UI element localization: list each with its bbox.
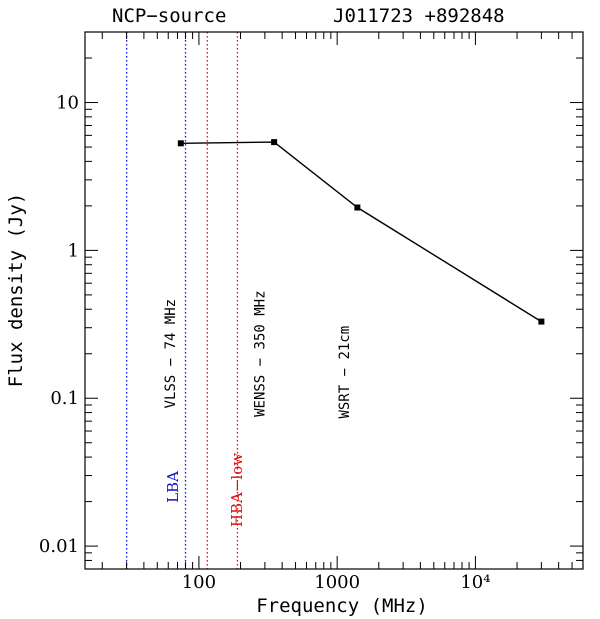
x-axis-label: Frequency (MHz)	[256, 595, 428, 617]
annotation-label: VLSS − 74 MHz	[163, 299, 179, 409]
plot-frame	[84, 31, 584, 570]
data-point	[177, 140, 184, 147]
x-tick-label: 10⁴	[460, 572, 490, 593]
data-point	[271, 139, 278, 146]
data-series	[177, 139, 545, 325]
annotation-label: WENSS − 350 MHz	[253, 290, 269, 416]
y-tick-label: 1	[68, 240, 79, 261]
y-tick-label: 0.01	[39, 536, 79, 557]
data-point	[538, 318, 545, 325]
frequency-bands: LBA HBA−low	[125, 32, 246, 569]
y-axis-label: Flux density (Jy)	[5, 193, 27, 387]
chart-title-coordinates: J011723 +892848	[333, 5, 505, 27]
axis-ticks: 100 1000 10⁴ 0.01 0.1 1 10	[39, 31, 584, 593]
band-label-lba: LBA	[164, 471, 182, 503]
x-tick-label: 1000	[314, 572, 360, 593]
chart-title-source: NCP−source	[112, 5, 226, 27]
annotation-label: WSRT − 21cm	[337, 326, 353, 419]
band-label-hba-low: HBA−low	[228, 453, 246, 527]
y-tick-label: 10	[56, 93, 79, 114]
spectrum-line	[180, 141, 542, 323]
x-tick-label: 100	[182, 572, 216, 593]
annotations: VLSS − 74 MHz WENSS − 350 MHz WSRT − 21cm	[163, 290, 353, 418]
y-tick-label: 0.1	[50, 388, 79, 409]
data-point	[354, 204, 361, 211]
